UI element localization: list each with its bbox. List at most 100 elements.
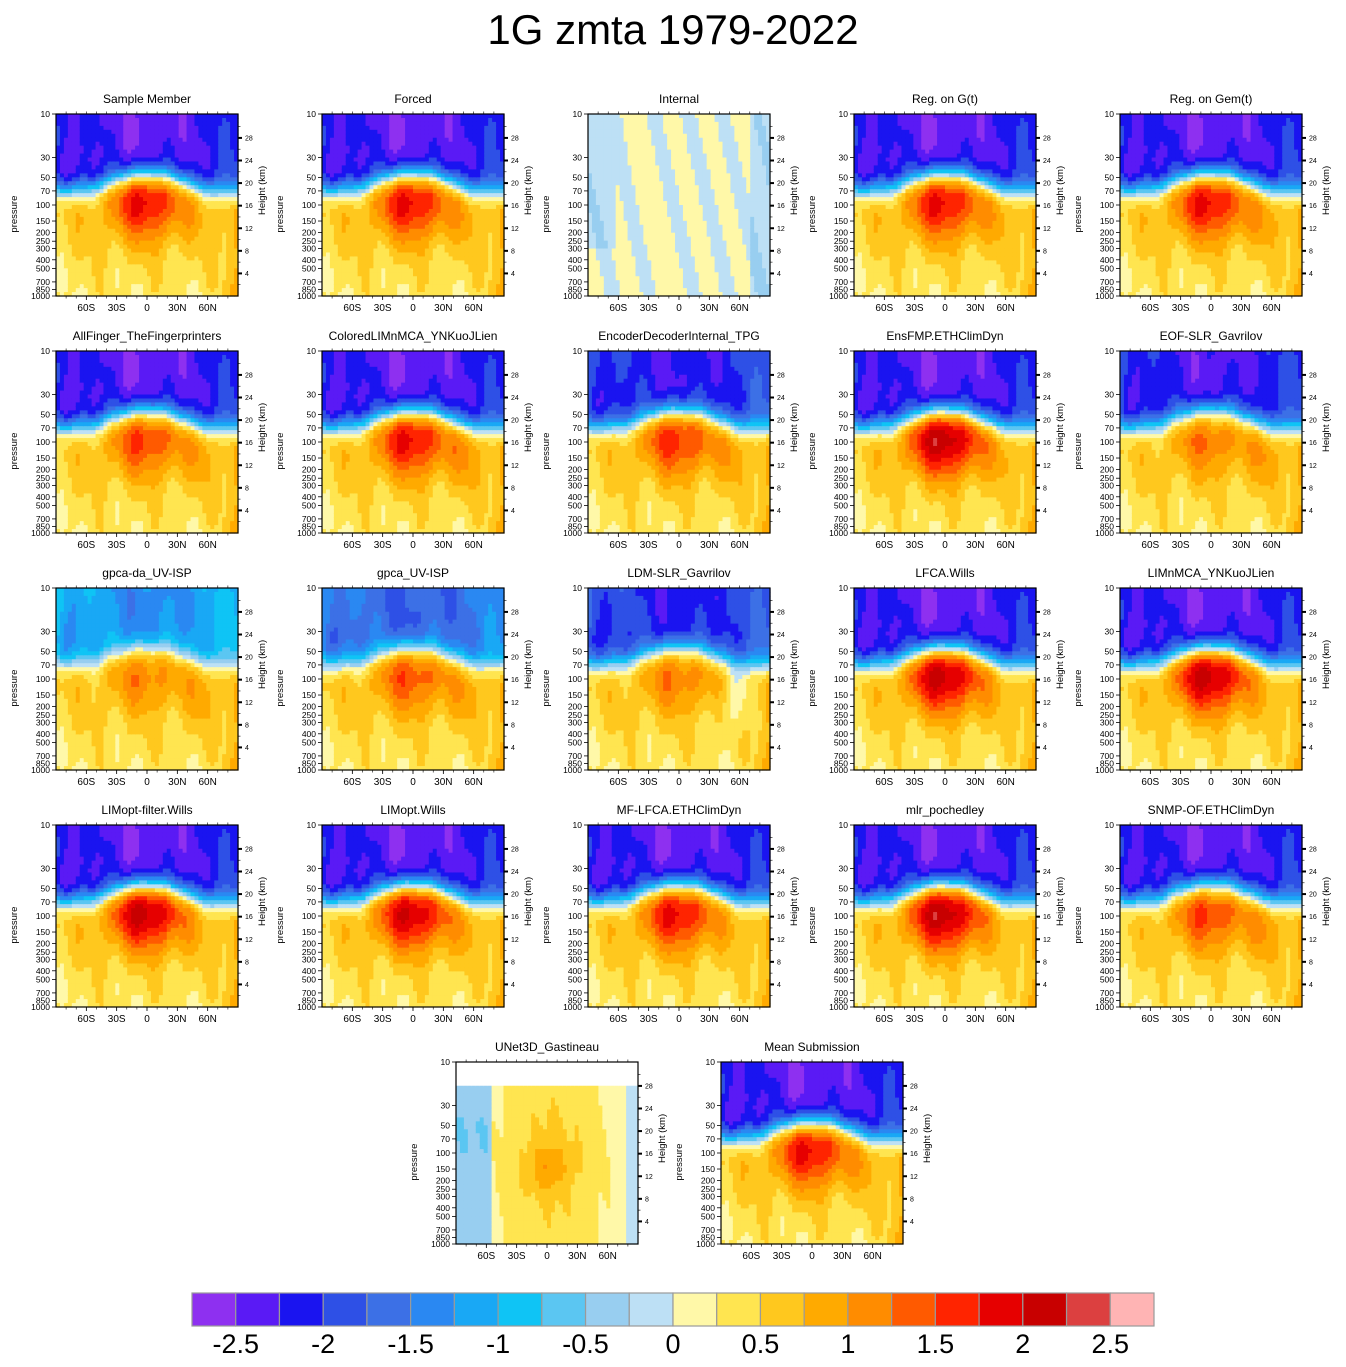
heat-cell — [393, 264, 398, 269]
heat-cell — [334, 233, 339, 238]
heat-cell — [405, 201, 410, 206]
heat-cell — [143, 189, 148, 194]
heat-cell — [210, 213, 215, 218]
heat-cell — [76, 150, 81, 155]
heat-cell — [377, 114, 382, 119]
heat-cell — [334, 165, 339, 170]
heat-cell — [139, 146, 144, 151]
heat-cell — [210, 225, 215, 230]
heat-cell — [183, 146, 188, 151]
heat-cell — [405, 142, 410, 147]
heat-cell — [354, 161, 359, 166]
heat-cell — [135, 154, 140, 159]
heat-cell — [425, 272, 430, 277]
heat-cell — [167, 193, 172, 198]
heat-cell — [425, 268, 430, 273]
heat-cell — [127, 165, 132, 170]
heat-cell — [151, 205, 156, 210]
heat-cell — [373, 193, 378, 198]
heat-cell — [56, 225, 61, 230]
heat-cell — [389, 213, 394, 218]
heat-cell — [187, 114, 192, 119]
heat-cell — [163, 118, 168, 123]
heat-cell — [194, 142, 199, 147]
heat-cell — [147, 252, 152, 257]
heat-cell — [115, 150, 120, 155]
heat-cell — [103, 130, 108, 135]
heat-cell — [167, 264, 172, 269]
heat-cell — [330, 142, 335, 147]
heat-cell — [330, 114, 335, 119]
heat-cell — [210, 249, 215, 254]
heat-cell — [202, 213, 207, 218]
heat-cell — [198, 142, 203, 147]
heat-cell — [167, 245, 172, 250]
heat-cell — [111, 165, 116, 170]
heat-cell — [338, 209, 343, 214]
heat-cell — [147, 169, 152, 174]
heat-cell — [230, 146, 235, 151]
heat-cell — [393, 138, 398, 143]
heat-cell — [377, 181, 382, 186]
heat-cell — [198, 114, 203, 119]
heat-cell — [218, 209, 223, 214]
heat-cell — [377, 249, 382, 254]
heat-cell — [167, 276, 172, 281]
heat-cell — [350, 209, 355, 214]
heat-cell — [202, 158, 207, 163]
heat-cell — [429, 169, 434, 174]
heat-cell — [80, 177, 85, 182]
heat-cell — [342, 237, 347, 242]
heat-cell — [68, 189, 73, 194]
heat-cell — [338, 221, 343, 226]
heat-cell — [377, 130, 382, 135]
heat-cell — [222, 134, 227, 139]
heat-cell — [143, 181, 148, 186]
heat-cell — [194, 241, 199, 246]
heat-cell — [151, 276, 156, 281]
heat-cell — [409, 122, 414, 127]
heat-cell — [135, 260, 140, 265]
heat-cell — [123, 114, 128, 119]
heat-cell — [354, 173, 359, 178]
heat-cell — [198, 209, 203, 214]
heat-cell — [322, 130, 327, 135]
heat-cell — [230, 126, 235, 131]
heat-cell — [393, 225, 398, 230]
heat-cell — [100, 177, 105, 182]
heat-cell — [119, 256, 124, 261]
heat-cell — [60, 264, 65, 269]
heat-cell — [96, 185, 101, 190]
heat-cell — [326, 169, 331, 174]
heat-cell — [218, 205, 223, 210]
heat-cell — [143, 165, 148, 170]
heat-cell — [96, 221, 101, 226]
heat-cell — [429, 154, 434, 159]
heat-cell — [421, 268, 426, 273]
heat-cell — [103, 229, 108, 234]
heat-cell — [354, 225, 359, 230]
heat-cell — [338, 181, 343, 186]
heat-cell — [210, 189, 215, 194]
heat-cell — [210, 130, 215, 135]
heat-cell — [111, 138, 116, 143]
heat-cell — [151, 122, 156, 127]
heat-cell — [358, 245, 363, 250]
heat-cell — [179, 169, 184, 174]
heat-cell — [346, 150, 351, 155]
heat-cell — [163, 276, 168, 281]
heat-cell — [202, 280, 207, 285]
heat-cell — [64, 154, 69, 159]
heat-cell — [366, 126, 371, 131]
heat-cell — [385, 122, 390, 127]
heat-cell — [147, 154, 152, 159]
heat-cell — [397, 150, 402, 155]
heat-cell — [322, 229, 327, 234]
heat-cell — [366, 260, 371, 265]
heat-cell — [127, 209, 132, 214]
heat-cell — [198, 118, 203, 123]
heat-cell — [80, 237, 85, 242]
heat-cell — [369, 130, 374, 135]
heat-cell — [179, 142, 184, 147]
heat-cell — [147, 185, 152, 190]
